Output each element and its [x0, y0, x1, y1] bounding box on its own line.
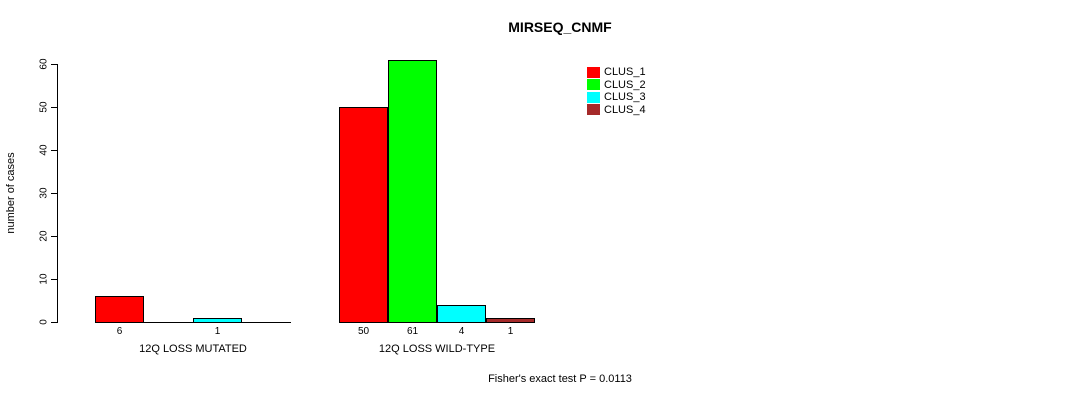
- y-tick-label: 0: [38, 319, 50, 325]
- bar-value-label: 50: [357, 326, 370, 337]
- y-axis-title: number of cases: [5, 152, 17, 234]
- y-tick-label: 40: [38, 144, 50, 156]
- bar-value-label: 4: [458, 326, 465, 337]
- fisher-test-annotation: Fisher's exact test P = 0.0113: [488, 373, 632, 385]
- bar-clus-1-group-1: [95, 296, 144, 323]
- legend-swatch-icon: [587, 91, 600, 103]
- bar-value-label: 6: [116, 326, 123, 337]
- y-tick: [51, 193, 57, 194]
- y-tick-label: 10: [38, 273, 50, 285]
- chart-title: MIRSEQ_CNMF: [508, 19, 612, 35]
- legend-label: CLUS_2: [604, 78, 646, 91]
- y-tick: [51, 150, 57, 151]
- legend-item: CLUS_2: [587, 79, 646, 92]
- legend-item: CLUS_1: [587, 66, 646, 79]
- y-tick: [51, 107, 57, 108]
- bar-clus-3-group-2: [437, 305, 486, 323]
- legend-swatch-icon: [587, 66, 600, 78]
- bar-value-label: 61: [406, 326, 419, 337]
- chart-legend: CLUS_1 CLUS_2 CLUS_3 CLUS_4: [587, 66, 646, 116]
- x-category-label: 12Q LOSS WILD-TYPE: [378, 343, 496, 355]
- bar-clus-4-group-2: [486, 318, 535, 323]
- legend-label: CLUS_1: [604, 66, 646, 79]
- y-tick: [51, 236, 57, 237]
- legend-swatch-icon: [587, 104, 600, 116]
- y-tick-label: 50: [38, 101, 50, 113]
- bar-value-label: 1: [507, 326, 514, 337]
- x-category-label: 12Q LOSS MUTATED: [139, 343, 247, 355]
- y-tick: [51, 64, 57, 65]
- y-tick-label: 20: [38, 230, 50, 242]
- bar-clus-4-group-1-zero: [242, 322, 291, 323]
- y-tick: [51, 322, 57, 323]
- y-tick: [51, 279, 57, 280]
- y-axis-line: [57, 64, 58, 323]
- bar-value-label: 1: [214, 326, 221, 337]
- bar-clus-2-group-2: [388, 60, 437, 323]
- bar-clus-1-group-2: [339, 107, 388, 323]
- legend-item: CLUS_3: [587, 91, 646, 104]
- legend-item: CLUS_4: [587, 104, 646, 117]
- legend-swatch-icon: [587, 79, 600, 91]
- y-tick-label: 30: [38, 187, 50, 199]
- bar-clus-2-group-1-zero: [144, 322, 193, 323]
- bar-clus-3-group-1: [193, 318, 242, 323]
- legend-label: CLUS_3: [604, 91, 646, 104]
- legend-label: CLUS_4: [604, 103, 646, 116]
- y-tick-label: 60: [38, 58, 50, 70]
